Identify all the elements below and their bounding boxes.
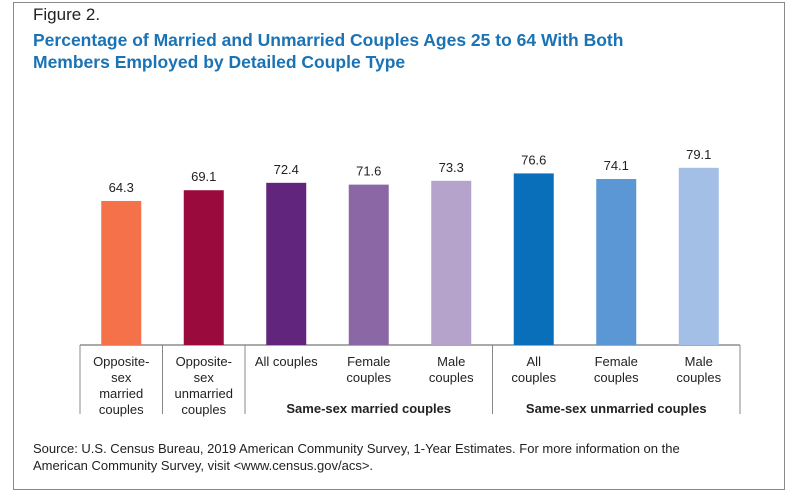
- chart-title-line-2: Members Employed by Detailed Couple Type: [33, 52, 406, 72]
- category-label: couples: [181, 402, 226, 417]
- bar: [596, 179, 637, 345]
- category-label: Opposite-: [176, 354, 232, 369]
- bar-value-label: 64.3: [109, 180, 134, 195]
- figure-frame: [13, 2, 785, 490]
- bar: [431, 180, 472, 345]
- category-label: couples: [99, 402, 144, 417]
- category-label: couples: [594, 370, 639, 385]
- bar-value-label: 69.1: [191, 169, 216, 184]
- bar-value-label: 74.1: [604, 158, 629, 173]
- category-label: couples: [676, 370, 721, 385]
- category-label: sex: [194, 370, 215, 385]
- bar: [348, 184, 389, 345]
- bar-value-label: 71.6: [356, 164, 381, 179]
- source-line-2: American Community Survey, visit <www.ce…: [33, 458, 374, 473]
- category-label: Female: [347, 354, 390, 369]
- bar: [266, 182, 307, 345]
- category-label: sex: [111, 370, 132, 385]
- bar: [513, 173, 554, 345]
- category-label: Opposite-: [93, 354, 149, 369]
- category-label: All couples: [255, 354, 318, 369]
- category-label: All: [527, 354, 542, 369]
- bar-value-label: 76.6: [521, 152, 546, 167]
- chart-title: Percentage of Married and Unmarried Coup…: [33, 29, 753, 73]
- category-label: unmarried: [174, 386, 233, 401]
- category-label: Female: [595, 354, 638, 369]
- category-label: Male: [685, 354, 713, 369]
- category-label: couples: [511, 370, 556, 385]
- category-label: couples: [346, 370, 391, 385]
- source-line-1: Source: U.S. Census Bureau, 2019 America…: [33, 441, 680, 456]
- category-label: couples: [429, 370, 474, 385]
- figure-label: Figure 2.: [33, 5, 101, 24]
- bar: [678, 167, 719, 345]
- bar: [183, 190, 224, 345]
- category-label: married: [99, 386, 143, 401]
- group-label: Same-sex unmarried couples: [526, 401, 707, 416]
- category-label: Male: [437, 354, 465, 369]
- source-note: Source: U.S. Census Bureau, 2019 America…: [33, 440, 773, 474]
- bar-value-label: 72.4: [274, 162, 299, 177]
- bar-value-label: 79.1: [686, 147, 711, 162]
- bar: [101, 200, 142, 345]
- chart-title-line-1: Percentage of Married and Unmarried Coup…: [33, 30, 624, 50]
- bar-value-label: 73.3: [439, 160, 464, 175]
- group-label: Same-sex married couples: [286, 401, 451, 416]
